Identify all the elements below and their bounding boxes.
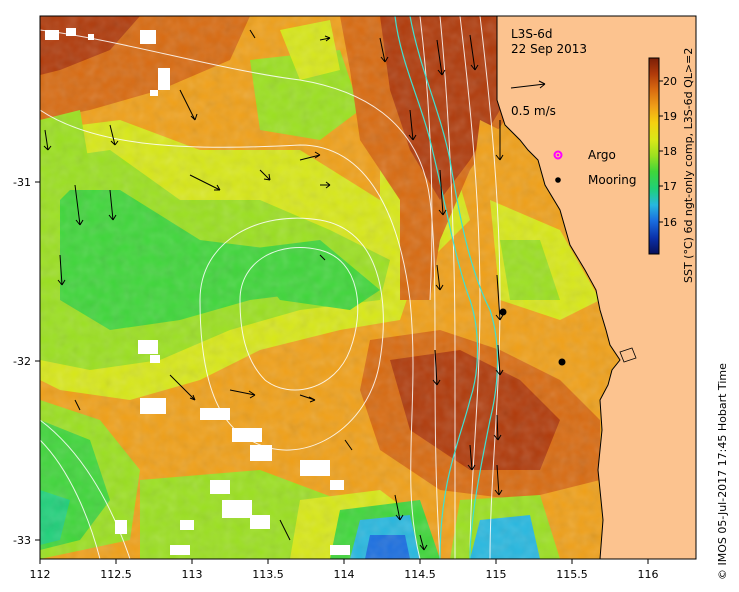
y-axis: -31 -32 -33 [13, 176, 40, 547]
y-tick-label: -31 [13, 176, 31, 189]
x-tick-label: 112.5 [100, 568, 132, 581]
plot-frame [39, 15, 697, 560]
colorbar-tick: 16 [663, 216, 677, 229]
x-tick-label: 113 [182, 568, 203, 581]
x-tick-label: 113.5 [252, 568, 284, 581]
map-legend: Argo Mooring [553, 148, 637, 187]
x-tick-label: 115 [486, 568, 507, 581]
colorbar-tick: 18 [663, 145, 677, 158]
current-vectors [43, 29, 504, 551]
vector-scale: 0.5 m/s [510, 80, 556, 118]
colorbar-tick: 20 [663, 75, 677, 88]
x-axis: 112 112.5 113 113.5 114 114.5 115 115.5 … [30, 559, 659, 581]
land-mass [497, 16, 696, 559]
colorbar-title: SST (°C) 6d ngt-only comp, L3S-6d QL>=2 [682, 48, 695, 283]
x-tick-label: 114.5 [404, 568, 436, 581]
argo-legend-label: Argo [588, 148, 616, 162]
colorbar-tick: 19 [663, 110, 677, 123]
mooring-legend-icon [555, 177, 561, 183]
sst-field [40, 16, 696, 559]
colorbar: 20 19 18 17 16 SST (°C) 6d ngt-only comp… [648, 48, 695, 283]
colorbar-tick: 17 [663, 180, 677, 193]
product-label: L3S-6d [511, 27, 553, 41]
x-tick-label: 116 [638, 568, 659, 581]
svg-text:0.5 m/s: 0.5 m/s [511, 104, 556, 118]
argo-legend-icon [553, 150, 563, 160]
mooring-legend-label: Mooring [588, 173, 637, 187]
mooring-marker [558, 358, 566, 366]
y-tick-label: -32 [13, 355, 31, 368]
credit-text: © IMOS 05-Jul-2017 17:45 Hobart Time [716, 363, 729, 580]
x-tick-label: 114 [334, 568, 355, 581]
x-tick-label: 115.5 [556, 568, 588, 581]
x-tick-label: 112 [30, 568, 51, 581]
date-label: 22 Sep 2013 [511, 42, 587, 56]
y-tick-label: -33 [13, 534, 31, 547]
mooring-marker [499, 308, 507, 316]
